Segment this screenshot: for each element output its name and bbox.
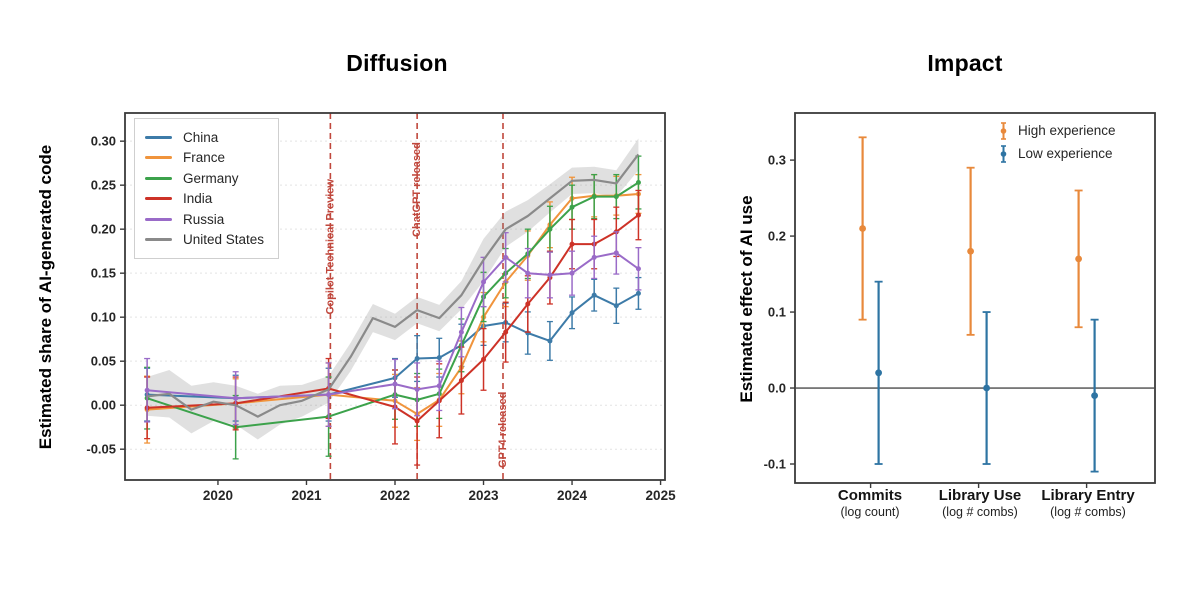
x-tick-label: 2025 bbox=[646, 488, 677, 503]
y-tick-label: 0.2 bbox=[768, 229, 786, 244]
category-sublabel: (log # combs) bbox=[1050, 505, 1126, 519]
impact-axes: 0.3 0.2 0.1 0.0 -0.1 bbox=[764, 112, 1156, 488]
legend-swatch-china bbox=[145, 135, 172, 139]
diffusion-y-axis-label: Estimated share of AI-generated code bbox=[36, 144, 55, 450]
impact-category-library-entry: Library Entry (log # combs) bbox=[1008, 487, 1168, 520]
legend-label-low-experience: Low experience bbox=[1018, 146, 1113, 161]
y-tick-label: -0.05 bbox=[86, 442, 116, 457]
legend-swatch-france bbox=[145, 156, 172, 160]
x-tick-label: 2022 bbox=[380, 488, 410, 503]
impact-series-high-experience bbox=[858, 136, 1083, 336]
x-tick-label: 2024 bbox=[557, 488, 588, 503]
legend-label-france: France bbox=[183, 150, 226, 166]
legend-label-germany: Germany bbox=[183, 170, 239, 186]
legend-label-high-experience: High experience bbox=[1018, 123, 1116, 138]
x-tick-label: 2023 bbox=[469, 488, 500, 503]
y-tick-label: -0.1 bbox=[764, 457, 786, 472]
x-tick-label: 2021 bbox=[291, 488, 322, 503]
y-tick-label: 0.20 bbox=[91, 222, 116, 237]
y-tick-label: 0.15 bbox=[91, 266, 116, 281]
x-tick-label: 2020 bbox=[203, 488, 233, 503]
y-tick-label: 0.10 bbox=[91, 310, 116, 325]
impact-legend: High experience Low experience bbox=[998, 119, 1116, 165]
y-tick-label: 0.05 bbox=[91, 354, 116, 369]
y-tick-label: 0.00 bbox=[91, 398, 116, 413]
legend-label-united-states: United States bbox=[183, 232, 265, 248]
category-sublabel: (log # combs) bbox=[942, 505, 1018, 519]
legend-item-russia: Russia bbox=[145, 209, 264, 230]
diffusion-event-lines: Copilot Technical Preview ChatGPT release… bbox=[324, 113, 509, 480]
legend-swatch-india bbox=[145, 197, 172, 201]
errorbar-marker-icon bbox=[998, 144, 1009, 164]
category-label: Commits bbox=[837, 487, 903, 504]
y-tick-label: 0.30 bbox=[91, 134, 116, 149]
legend-item-low-experience: Low experience bbox=[998, 142, 1116, 165]
y-tick-label: 0.0 bbox=[768, 381, 786, 396]
errorbar-marker-icon bbox=[998, 121, 1009, 141]
category-sublabel: (log count) bbox=[840, 505, 900, 519]
impact-title: Impact bbox=[927, 50, 1003, 76]
impact-category-library-use: Library Use (log # combs) bbox=[900, 487, 1060, 520]
us-confidence-band bbox=[147, 138, 639, 440]
category-label: Library Entry bbox=[1041, 487, 1135, 504]
legend-item-france: France bbox=[145, 148, 264, 169]
y-tick-label: 0.25 bbox=[91, 178, 116, 193]
y-tick-label: 0.1 bbox=[768, 305, 786, 320]
y-tick-label: 0.3 bbox=[768, 153, 786, 168]
diffusion-legend: China France Germany India Russia United… bbox=[134, 118, 280, 259]
legend-item-germany: Germany bbox=[145, 168, 264, 189]
legend-item-china: China bbox=[145, 127, 264, 148]
legend-item-united-states: United States bbox=[145, 230, 264, 251]
diffusion-title: Diffusion bbox=[346, 50, 448, 76]
series-russia bbox=[144, 231, 642, 427]
event-label-chatgpt-released: ChatGPT released bbox=[411, 142, 423, 237]
legend-item-high-experience: High experience bbox=[998, 119, 1116, 142]
event-label-gpt4-released: GPT4 released bbox=[497, 392, 509, 468]
legend-label-china: China bbox=[183, 129, 219, 145]
legend-swatch-germany bbox=[145, 176, 172, 180]
event-label-copilot-technical-preview: Copilot Technical Preview bbox=[324, 179, 336, 315]
category-label: Library Use bbox=[938, 487, 1022, 504]
legend-item-india: India bbox=[145, 189, 264, 210]
impact-y-axis-label: Estimated effect of AI use bbox=[737, 195, 756, 403]
legend-swatch-russia bbox=[145, 217, 172, 221]
legend-label-russia: Russia bbox=[183, 211, 225, 227]
legend-label-india: India bbox=[183, 191, 213, 207]
impact-series-low-experience bbox=[874, 280, 1099, 473]
legend-swatch-united-states bbox=[145, 238, 172, 242]
impact-category-commits: Commits (log count) bbox=[790, 487, 950, 520]
series-united-states bbox=[146, 153, 640, 418]
diffusion-axes: 0.30 0.25 0.20 0.15 0.10 0.05 0.00 -0.05 2020 202… bbox=[86, 112, 677, 503]
